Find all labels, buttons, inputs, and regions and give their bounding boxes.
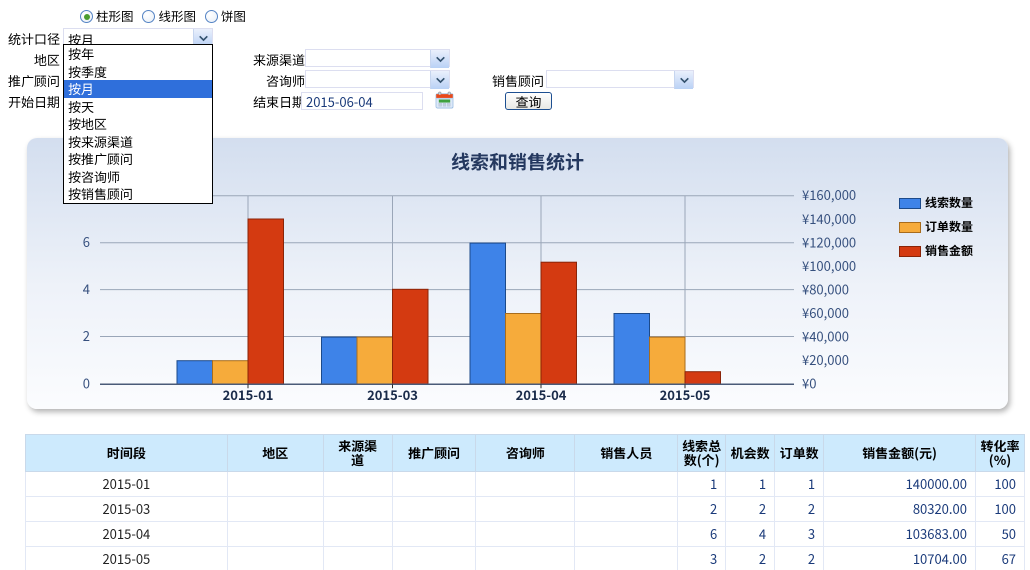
svg-text:¥20,000: ¥20,000 (802, 350, 849, 369)
svg-text:¥160,000: ¥160,000 (802, 185, 856, 204)
svg-text:¥0: ¥0 (802, 374, 816, 393)
svg-text:¥60,000: ¥60,000 (802, 303, 849, 322)
svg-text:¥40,000: ¥40,000 (802, 327, 849, 346)
svg-text:2: 2 (83, 326, 90, 345)
svg-text:¥140,000: ¥140,000 (802, 209, 856, 228)
svg-text:¥80,000: ¥80,000 (802, 280, 849, 299)
svg-text:4: 4 (83, 279, 90, 298)
svg-text:6: 6 (83, 232, 90, 251)
svg-text:¥100,000: ¥100,000 (802, 256, 856, 275)
svg-text:0: 0 (83, 374, 90, 393)
svg-text:¥120,000: ¥120,000 (802, 233, 856, 252)
